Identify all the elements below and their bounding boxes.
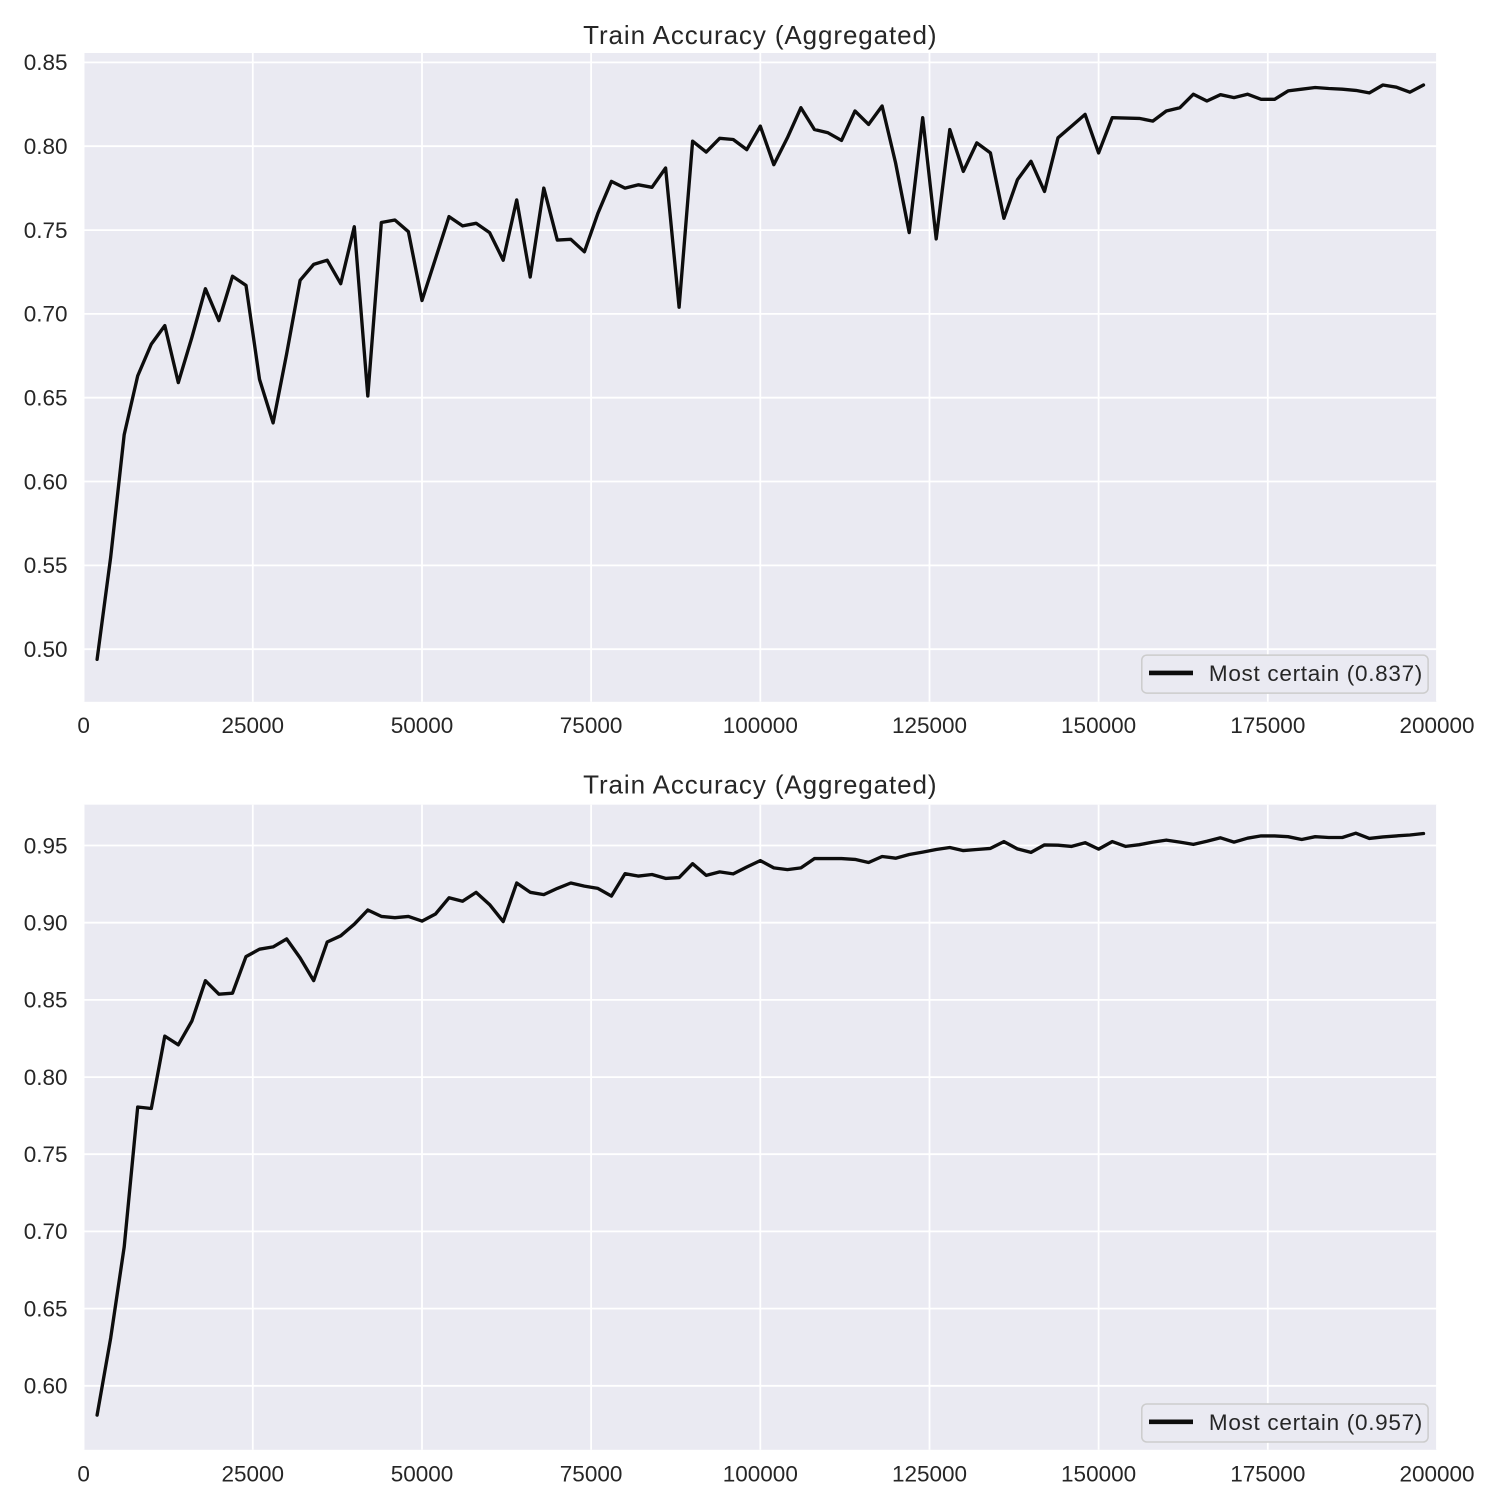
svg-text:200000: 200000 <box>1399 713 1474 738</box>
svg-text:0.80: 0.80 <box>24 1065 68 1090</box>
svg-text:125000: 125000 <box>892 713 967 738</box>
svg-text:0.65: 0.65 <box>24 386 68 411</box>
svg-text:175000: 175000 <box>1230 713 1305 738</box>
svg-text:0.90: 0.90 <box>24 911 68 936</box>
svg-text:Train Accuracy (Aggregated): Train Accuracy (Aggregated) <box>583 20 937 50</box>
svg-text:Most certain (0.837): Most certain (0.837) <box>1209 661 1423 686</box>
svg-text:75000: 75000 <box>560 1462 623 1487</box>
svg-text:0.70: 0.70 <box>24 302 68 327</box>
svg-text:0: 0 <box>77 1462 90 1487</box>
svg-text:0.75: 0.75 <box>24 1142 68 1167</box>
svg-text:0.55: 0.55 <box>24 553 68 578</box>
svg-text:0.70: 0.70 <box>24 1219 68 1244</box>
svg-text:0: 0 <box>77 713 90 738</box>
svg-text:75000: 75000 <box>560 713 623 738</box>
svg-text:Most certain (0.957): Most certain (0.957) <box>1209 1410 1423 1435</box>
svg-text:100000: 100000 <box>723 713 798 738</box>
svg-text:25000: 25000 <box>222 1462 285 1487</box>
svg-text:50000: 50000 <box>391 1462 454 1487</box>
svg-text:175000: 175000 <box>1230 1462 1305 1487</box>
svg-text:25000: 25000 <box>222 713 285 738</box>
svg-text:0.65: 0.65 <box>24 1296 68 1321</box>
svg-text:0.85: 0.85 <box>24 50 68 75</box>
svg-text:0.80: 0.80 <box>24 134 68 159</box>
svg-text:0.95: 0.95 <box>24 833 68 858</box>
svg-text:150000: 150000 <box>1061 713 1136 738</box>
svg-text:200000: 200000 <box>1399 1462 1474 1487</box>
svg-text:0.50: 0.50 <box>24 637 68 662</box>
svg-text:150000: 150000 <box>1061 1462 1136 1487</box>
svg-text:0.60: 0.60 <box>24 1374 68 1399</box>
svg-text:50000: 50000 <box>391 713 454 738</box>
svg-text:0.85: 0.85 <box>24 988 68 1013</box>
svg-text:100000: 100000 <box>723 1462 798 1487</box>
svg-text:0.75: 0.75 <box>24 218 68 243</box>
svg-text:Train Accuracy (Aggregated): Train Accuracy (Aggregated) <box>583 770 937 800</box>
svg-text:0.60: 0.60 <box>24 469 68 494</box>
svg-text:125000: 125000 <box>892 1462 967 1487</box>
